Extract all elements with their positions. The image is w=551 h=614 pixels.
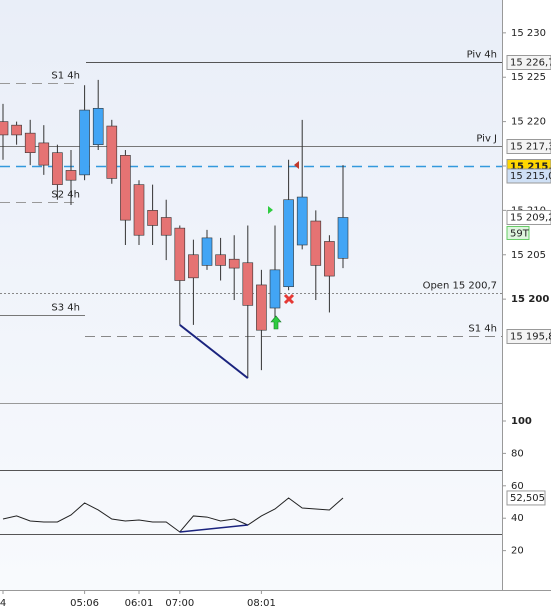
price-panel: Piv 4h Piv J Open 15 200,7 S1 4h S1 4h S2 4h S… [0,50,502,379]
x-tick-label: 05:06 [70,598,99,609]
candle-body [133,184,145,236]
tick-counter-box [506,225,530,240]
price-label: 15 215,0 [510,162,551,173]
divergence-line [179,524,248,533]
buy-arrow [270,315,282,330]
price-label-box [506,209,551,225]
candle-body [324,241,335,277]
y-tick-label: 100 [511,416,532,427]
candle-body [296,196,308,246]
candle-body [269,269,281,309]
y-tick-label: 80 [511,448,524,459]
candle-body [0,121,9,136]
oscillator-panel [0,470,502,535]
candle-body [52,152,63,185]
x-tick-label: 07:00 [165,598,194,609]
price-label: 15 195,8 [510,332,551,343]
level-label: Open 15 200,7 [423,281,497,292]
level-label: S2 4h [51,190,80,201]
price-label-box [506,168,551,184]
level-label: S1 4h [51,71,80,82]
level-label: S3 4h [51,303,80,314]
y-tick-label: 15 205 [511,250,546,261]
signal-triangle [268,206,273,214]
candle-body [228,258,240,269]
level-label: Piv J [476,134,497,145]
candle-body [79,109,90,176]
candle-body [256,284,267,331]
y-tick-label: 20 [511,546,524,557]
tick-counter: 59T [510,228,530,239]
price-label-box [506,55,551,70]
y-tick-label: 40 [511,513,524,524]
candle-body [201,237,213,266]
oscillator-line [2,497,344,533]
signal-triangle [294,161,299,169]
price-label-box [506,329,551,344]
candle-body [310,220,322,266]
y-tick-label: 15 220 [511,117,546,128]
x-tick-label: 4 [0,598,6,609]
y-tick-label: 60 [511,481,524,492]
candle-body [337,217,349,259]
price-label: 15 209,2 [510,212,551,223]
candle-body [38,142,50,166]
price-label-box [506,139,551,154]
divergence-line [179,324,249,379]
candle-body [215,254,226,266]
y-tick-label: 15 225 [511,72,546,83]
level-label: Piv 4h [467,50,497,61]
price-label: 15 226,7 [510,58,551,69]
candle-body [92,107,104,145]
candle-body [160,217,172,236]
candle-body [120,155,131,221]
level-label: S1 4h [468,324,497,335]
value-label-box [506,490,546,506]
candle-body [174,227,186,281]
sell-cross [283,293,295,305]
value-label: 52,505 [510,493,545,504]
price-label: 15 215,0 [510,171,551,182]
x-tick-label: 08:01 [247,598,276,609]
candle-body [24,132,36,153]
price-label: 15 217,3 [510,142,551,153]
candle-body [11,124,22,136]
candle-body [106,125,118,179]
candle-body [283,199,294,288]
y-tick-label: 15 200 [511,294,549,305]
candle-body [242,262,254,306]
candle-body [65,170,77,181]
candle-body [147,210,158,226]
y-tick-label: 15 230 [511,28,546,39]
candle-body [188,254,199,279]
x-tick-label: 06:01 [125,598,154,609]
